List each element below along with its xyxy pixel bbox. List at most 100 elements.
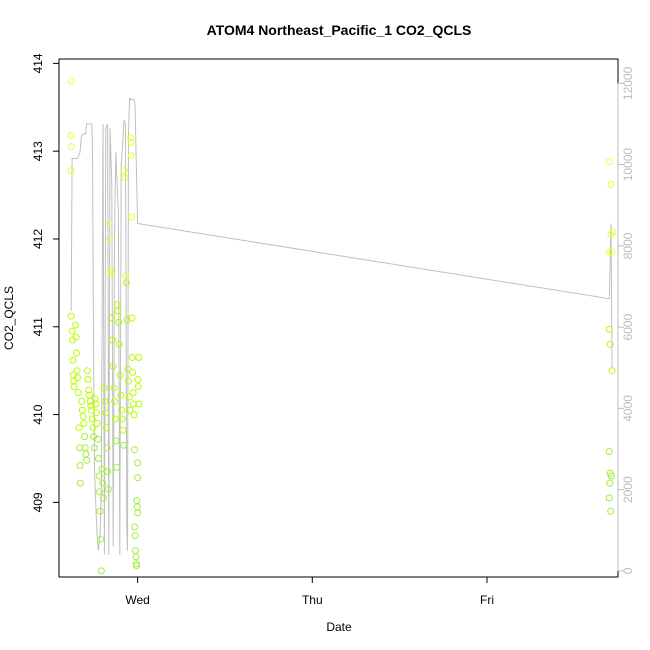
data-point [80,419,88,427]
data-point [608,367,616,375]
data-point [128,314,136,322]
y-axis-right: 0 2000 4000 6000 8000 10000 12000 [617,66,635,574]
data-point [107,270,115,278]
data-point [78,397,86,405]
data-point [67,143,75,151]
data-point [96,507,104,515]
data-point [81,433,88,440]
data-point [119,426,127,434]
data-point [607,231,615,239]
data-point [92,400,100,408]
data-point [134,376,142,383]
data-point [134,383,142,390]
data-point [115,340,123,348]
data-point [127,134,135,142]
data-point [98,465,106,473]
data-point [67,312,75,320]
data-point [67,167,75,174]
x-tick-label: Thu [302,593,323,607]
data-point [91,395,99,403]
data-point [105,219,113,227]
y2-tick-label: 8000 [621,232,635,259]
data-point [112,437,120,445]
data-point [90,444,98,452]
y-axis-label: CO2_QCLS [2,286,16,350]
data-point [83,367,91,375]
y2-tick-label: 12000 [621,66,635,100]
data-point [122,279,130,287]
y-tick-label: 410 [31,404,45,424]
data-point [606,340,614,348]
data-point [103,444,111,452]
data-point [69,356,77,364]
data-point [607,507,615,515]
data-point [95,455,102,462]
data-point [79,412,87,420]
points-layer [67,77,617,575]
data-point [70,383,78,390]
data-point [126,406,134,414]
data-point [102,409,109,417]
data-point [99,494,107,502]
data-point [127,152,135,160]
data-point [73,349,80,357]
data-point [113,463,121,471]
data-point [92,409,100,417]
y-axis-left: 409 410 411 412 413 414 [31,53,60,512]
data-point [106,266,114,274]
data-point [133,562,141,570]
y-tick-label: 411 [31,317,45,336]
data-point [120,441,128,449]
x-tick-label: Wed [125,593,149,607]
data-point [75,424,83,432]
data-point [606,479,614,487]
data-point [104,485,112,493]
y2-tick-label: 2000 [621,476,635,503]
data-point [128,213,136,221]
data-point [121,174,129,181]
data-point [607,181,615,188]
data-point [130,411,138,419]
data-point [127,138,135,146]
data-point [83,456,91,464]
y-tick-label: 412 [31,229,45,249]
y-tick-label: 413 [31,141,45,161]
data-point [106,235,114,243]
data-point [124,365,132,373]
data-point [67,131,75,139]
x-axis-label: Date [326,620,352,634]
data-point [608,248,616,256]
data-point [95,472,103,480]
data-point [76,479,84,487]
x-axis: Wed Thu Fri [125,576,494,607]
data-point [67,77,75,85]
data-point [122,272,130,280]
data-point [131,523,139,531]
data-point [93,419,101,427]
data-point [605,325,613,333]
data-point [111,397,119,405]
y2-tick-label: 4000 [621,395,635,422]
data-point [605,248,613,256]
data-point [115,318,123,326]
data-point [99,479,107,487]
data-point [88,415,96,423]
data-point [101,397,109,405]
data-point [605,448,613,455]
data-point [97,567,105,575]
data-point [135,400,143,408]
data-point [97,535,105,543]
data-point [73,367,81,375]
data-point [111,415,119,423]
data-point [114,307,122,315]
data-point [84,376,92,383]
data-point [607,472,615,480]
data-point [134,474,142,482]
data-point [68,327,76,335]
data-point [123,316,131,324]
data-point [132,553,140,561]
secondary-line-path [70,97,613,555]
data-point [87,402,95,410]
data-point [100,384,108,392]
